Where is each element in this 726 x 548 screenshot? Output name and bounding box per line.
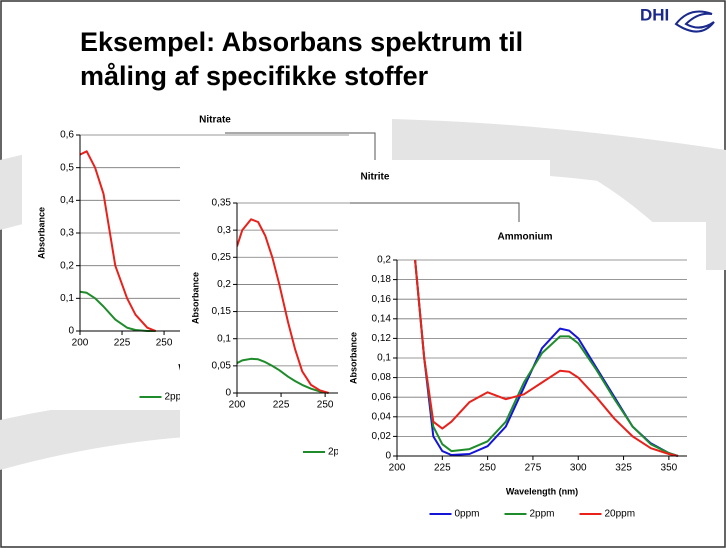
y-tick-label: 0,08 (372, 372, 392, 383)
data-line (414, 259, 679, 457)
slide-title: måling af specifikke stoffer (80, 61, 429, 91)
y-tick-label: 0,15 (212, 306, 232, 317)
y-tick-label: 0,12 (372, 333, 392, 344)
y-tick-label: 0,2 (60, 260, 74, 271)
x-tick-label: 325 (615, 463, 632, 474)
y-tick-label: 0,3 (60, 228, 74, 239)
y-axis-label: Absorbance (348, 332, 358, 384)
y-tick-label: 0,1 (60, 293, 74, 304)
y-tick-label: 0,1 (217, 333, 231, 344)
legend-label: 20ppm (605, 509, 636, 520)
y-axis-label: Absorbance (36, 207, 46, 259)
y-tick-label: 0,25 (212, 252, 232, 263)
logo: DHI (640, 5, 715, 33)
y-tick-label: 0,02 (372, 431, 392, 442)
y-tick-label: 0,06 (372, 392, 392, 403)
x-tick-label: 225 (273, 400, 290, 411)
logo-text: DHI (640, 5, 669, 24)
y-tick-label: 0,35 (212, 198, 232, 209)
legend-label: 2ppm (530, 509, 555, 520)
data-line (237, 357, 329, 394)
chart-title: Nitrate (199, 115, 231, 126)
plot-area (414, 259, 679, 457)
x-tick-label: 275 (525, 463, 542, 474)
legend-label: 0ppm (455, 509, 480, 520)
x-tick-label: 200 (72, 338, 89, 349)
plot-area (237, 218, 329, 394)
y-tick-label: 0,14 (372, 313, 392, 324)
x-tick-label: 350 (661, 463, 678, 474)
data-line (80, 150, 157, 332)
chart-title: Nitrite (361, 172, 390, 183)
y-tick-label: 0,1 (377, 353, 391, 364)
chart-panel (338, 222, 706, 532)
y-tick-label: 0,6 (60, 130, 74, 141)
y-tick-label: 0,2 (217, 279, 231, 290)
data-line (414, 259, 679, 457)
y-tick-label: 0,05 (212, 360, 232, 371)
x-tick-label: 250 (479, 463, 496, 474)
y-tick-label: 0,2 (377, 255, 391, 266)
connector-line (225, 132, 376, 160)
y-tick-label: 0,4 (60, 195, 74, 206)
y-tick-label: 0 (385, 451, 391, 462)
x-tick-label: 250 (156, 338, 173, 349)
connector-line (350, 202, 520, 222)
y-tick-label: 0,3 (217, 225, 231, 236)
chart-title: Ammonium (498, 232, 553, 243)
x-tick-label: 250 (317, 400, 334, 411)
chart: Ammonium 0 0,02 0,04 0,06 0,08 0,1 0,12 0,14 0,16… (338, 222, 706, 532)
y-tick-label: 0,04 (372, 411, 392, 422)
slide-title: Eksempel: Absorbans spektrum til (80, 27, 523, 57)
x-tick-label: 300 (570, 463, 587, 474)
x-axis-label: Wavelength (nm) (506, 486, 578, 496)
y-tick-label: 0,5 (60, 162, 74, 173)
legend-label: 2ppm (165, 392, 190, 403)
y-tick-label: 0 (68, 326, 74, 337)
data-line (237, 218, 329, 394)
y-axis-label: Absorbance (190, 272, 200, 324)
x-tick-label: 200 (389, 463, 406, 474)
x-tick-label: 225 (434, 463, 451, 474)
logo-swoosh (674, 10, 715, 33)
y-tick-label: 0 (225, 388, 231, 399)
y-tick-label: 0,18 (372, 274, 392, 285)
x-tick-label: 200 (229, 400, 246, 411)
x-tick-label: 225 (114, 338, 131, 349)
y-tick-label: 0,16 (372, 294, 392, 305)
